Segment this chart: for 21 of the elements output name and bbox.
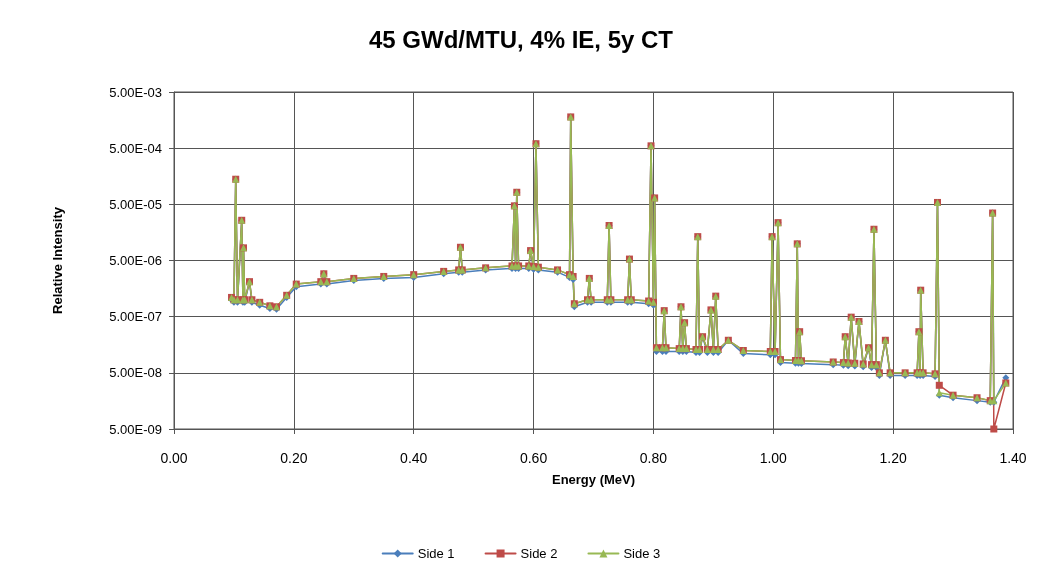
x-tick-label: 0.20 (280, 450, 308, 466)
y-tick-label: 5.00E-06 (109, 253, 162, 268)
x-tick-label: 0.40 (400, 450, 428, 466)
legend-label: Side 3 (623, 546, 661, 561)
y-tick-label: 5.00E-04 (109, 140, 162, 156)
x-tick-label: 0.80 (639, 450, 668, 466)
x-tick-label: 0.60 (519, 450, 548, 466)
x-tick-label: 1.40 (999, 450, 1027, 466)
x-tick-label: 1.00 (759, 450, 788, 466)
x-tick-label: 0.00 (160, 450, 188, 466)
y-tick-label: 5.00E-05 (109, 196, 162, 212)
y-tick-label: 5.00E-08 (109, 365, 162, 381)
chart-title: 45 GWd/MTU, 4% IE, 5y CT (368, 25, 674, 53)
y-tick-label: 5.00E-09 (109, 421, 162, 437)
y-tick-label: 5.00E-07 (109, 309, 162, 325)
y-axis-title: Relative Intensity (50, 206, 65, 314)
legend-label: Side 2 (520, 546, 558, 561)
y-tick-label: 5.00E-03 (109, 84, 162, 100)
x-tick-label: 1.20 (879, 450, 907, 466)
x-axis-title: Energy (MeV) (551, 472, 636, 487)
legend-label: Side 1 (417, 546, 455, 561)
